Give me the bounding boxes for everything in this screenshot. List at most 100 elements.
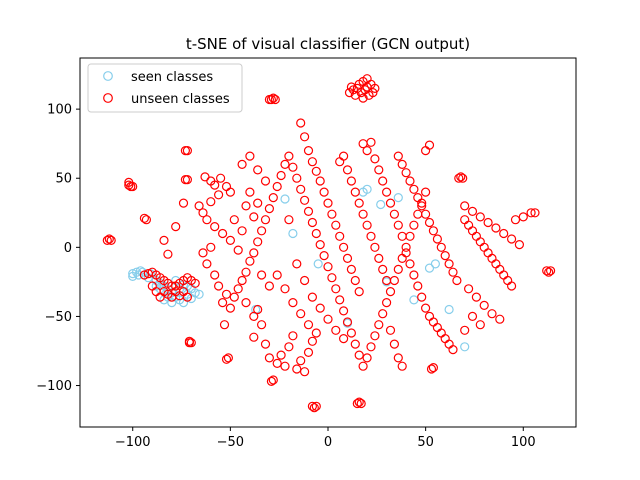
unseen-point [241, 267, 251, 277]
unseen-point [266, 376, 276, 386]
unseen-point [229, 215, 239, 225]
unseen-point [339, 334, 349, 344]
unseen-point [421, 146, 431, 156]
unseen-point [368, 87, 378, 98]
unseen-point [401, 248, 411, 258]
unseen-point [471, 231, 481, 241]
unseen-point [510, 215, 521, 225]
unseen-point [218, 228, 228, 239]
y-tick-label: 50 [55, 172, 72, 187]
y-tick-label: −100 [36, 379, 72, 394]
unseen-point [300, 132, 310, 142]
unseen-point [102, 235, 112, 245]
unseen-point [366, 342, 376, 352]
unseen-point [296, 184, 306, 194]
unseen-point [503, 275, 513, 286]
unseen-point [249, 212, 259, 222]
unseen-point [393, 353, 403, 363]
unseen-point [444, 339, 454, 349]
unseen-point [335, 231, 345, 241]
unseen-point [233, 245, 243, 255]
unseen-point [374, 320, 384, 330]
unseen-point [378, 176, 388, 186]
unseen-point [370, 331, 380, 341]
unseen-point [417, 292, 427, 302]
unseen-point [311, 166, 321, 176]
unseen-point [526, 208, 536, 218]
unseen-point [370, 154, 380, 164]
seen-point [376, 199, 386, 210]
unseen-point [288, 298, 298, 308]
unseen-point [448, 345, 458, 355]
unseen-point [483, 248, 493, 258]
unseen-point [206, 242, 216, 252]
unseen-point [223, 353, 233, 363]
unseen-point [401, 168, 411, 178]
unseen-point [280, 159, 290, 169]
unseen-point [225, 303, 235, 313]
unseen-point [397, 159, 407, 169]
seen-point [393, 193, 403, 203]
unseen-point [249, 311, 259, 321]
y-tick-label: 0 [64, 241, 72, 256]
unseen-point [344, 87, 355, 98]
unseen-point [421, 303, 431, 313]
unseen-point [331, 220, 341, 230]
unseen-point [288, 162, 298, 172]
unseen-point [219, 320, 230, 330]
unseen-point [284, 151, 294, 161]
unseen-point [370, 83, 380, 94]
unseen-point [350, 187, 360, 197]
unseen-point [475, 320, 485, 330]
unseen-point [342, 165, 353, 175]
seen-point [194, 289, 204, 299]
unseen-point [456, 172, 466, 182]
unseen-point [300, 275, 310, 286]
unseen-point [221, 289, 232, 299]
legend-marker-unseen [103, 93, 113, 103]
unseen-point [315, 303, 325, 313]
unseen-point [257, 226, 267, 236]
unseen-point [448, 267, 458, 277]
unseen-point [342, 317, 353, 327]
unseen-point [124, 180, 134, 190]
unseen-point [276, 170, 286, 181]
unseen-point [253, 237, 263, 247]
unseen-point [432, 322, 442, 333]
points-layer [102, 74, 556, 413]
unseen-point [218, 298, 228, 308]
unseen-point [436, 242, 446, 252]
unseen-point [460, 325, 470, 335]
unseen-point [253, 304, 263, 315]
unseen-point [307, 401, 317, 411]
unseen-point [487, 309, 497, 319]
chart-title: t-SNE of visual classifier (GCN output) [186, 35, 470, 53]
seen-point [409, 295, 419, 305]
unseen-point [190, 278, 200, 288]
unseen-point [350, 90, 360, 100]
unseen-point [268, 375, 278, 385]
unseen-point [424, 217, 435, 228]
unseen-point [350, 339, 360, 349]
unseen-point [296, 356, 306, 366]
unseen-point [292, 364, 302, 374]
x-tick-label: −100 [115, 435, 151, 450]
unseen-point [210, 180, 220, 190]
unseen-point [491, 259, 501, 269]
unseen-point [409, 220, 419, 230]
unseen-point [264, 281, 274, 291]
unseen-point [106, 235, 116, 245]
unseen-point [311, 228, 321, 239]
unseen-point [385, 287, 396, 297]
unseen-point [253, 198, 263, 208]
unseen-point [237, 159, 247, 169]
legend-label-seen: seen classes [131, 70, 213, 85]
x-tick-label: 0 [324, 435, 332, 450]
y-axis: −100 −50 0 50 100 [36, 103, 80, 394]
unseen-point [471, 292, 481, 302]
unseen-point [362, 353, 372, 363]
unseen-point [182, 292, 192, 302]
unseen-point [159, 235, 169, 245]
unseen-point [171, 222, 181, 232]
unseen-point [307, 292, 317, 302]
